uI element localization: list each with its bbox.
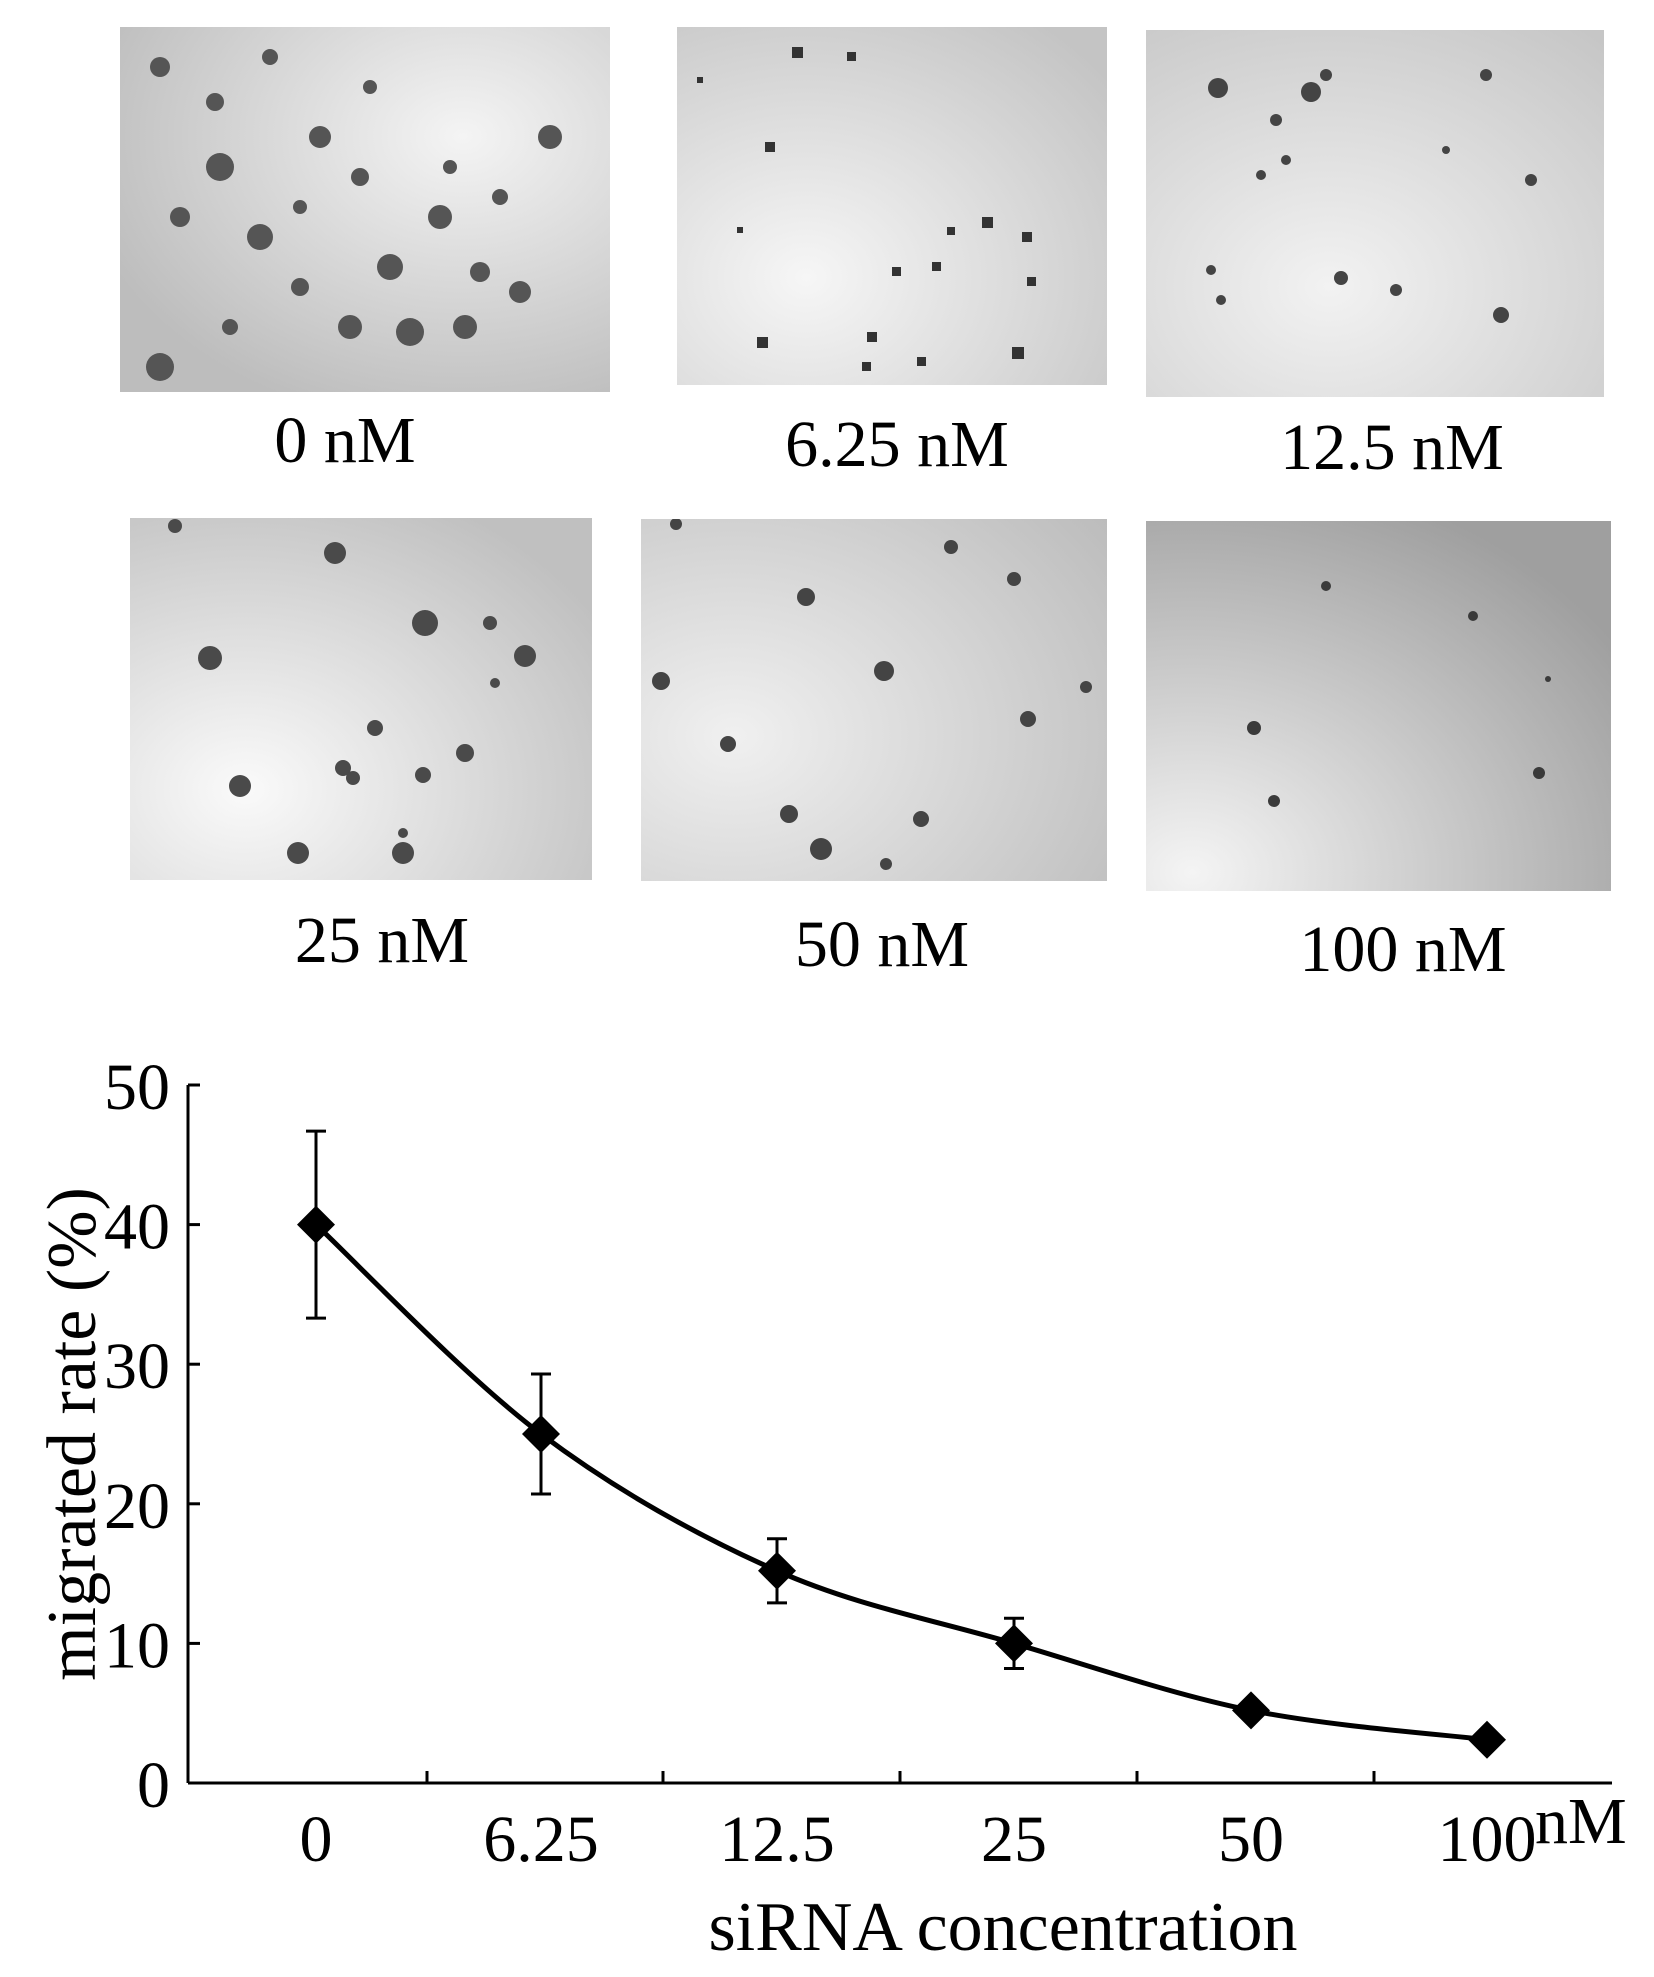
y-axis-ticks: 0 10 20 30 40 50 (104, 1051, 200, 1822)
data-point-marker (1468, 1720, 1506, 1759)
x-tick-label: 12.5 (719, 1803, 835, 1876)
x-tick-label: 0 (300, 1803, 333, 1876)
chart-axes (186, 1085, 1612, 1785)
micrograph-25nm (130, 518, 592, 880)
micrograph-100nm-image (1146, 521, 1611, 891)
micrograph-0nm-image (120, 27, 610, 392)
panel-label-12-5nm: 12.5 nM (1280, 411, 1504, 484)
data-markers (297, 1205, 1506, 1759)
x-tick-label: 50 (1218, 1803, 1284, 1876)
y-tick-label: 40 (104, 1191, 170, 1264)
x-tick-label: 6.25 (483, 1803, 599, 1876)
panel-label-0nm: 0 nM (274, 404, 416, 477)
micrograph-12-5nm-image (1146, 30, 1604, 397)
data-point-marker (297, 1205, 335, 1244)
panel-label-50nm: 50 nM (794, 908, 970, 981)
micrograph-6-25nm-image (677, 27, 1107, 385)
y-tick-label: 50 (104, 1051, 170, 1124)
micrograph-50nm (641, 519, 1107, 881)
data-point-marker (522, 1415, 560, 1453)
panel-label-6-25nm: 6.25 nM (785, 408, 1009, 481)
y-tick-label: 30 (104, 1330, 170, 1403)
x-axis-ticks: 0 6.25 12.5 25 50 100 (300, 1771, 1537, 1876)
micrograph-25nm-image (130, 518, 592, 880)
data-point-marker (758, 1551, 796, 1590)
micrograph-12-5nm (1146, 30, 1604, 397)
micrograph-0nm (120, 27, 610, 392)
panel-label-100nm: 100 nM (1299, 913, 1507, 986)
y-tick-label: 10 (104, 1609, 170, 1682)
data-point-marker (1232, 1691, 1270, 1730)
y-axis-title: migrated rate (%) (34, 1187, 111, 1681)
x-tick-label: 100 (1438, 1803, 1537, 1876)
y-tick-label: 0 (137, 1749, 170, 1822)
series-line (314, 1222, 1488, 1743)
x-axis-title: siRNA concentration (708, 1889, 1297, 1966)
panel-label-25nm: 25 nM (294, 904, 470, 977)
micrograph-6-25nm (677, 27, 1107, 385)
x-tick-label: 25 (981, 1803, 1047, 1876)
x-axis-unit-label: nM (1535, 1785, 1627, 1858)
error-bars (306, 1129, 1024, 1671)
y-tick-label: 20 (104, 1470, 170, 1543)
data-point-marker (995, 1624, 1033, 1663)
micrograph-50nm-image (641, 519, 1107, 881)
micrograph-100nm (1146, 521, 1611, 891)
migration-rate-chart: 0 10 20 30 40 50 0 6.25 12.5 25 50 100 nM siRNA co… (34, 1051, 1627, 1966)
